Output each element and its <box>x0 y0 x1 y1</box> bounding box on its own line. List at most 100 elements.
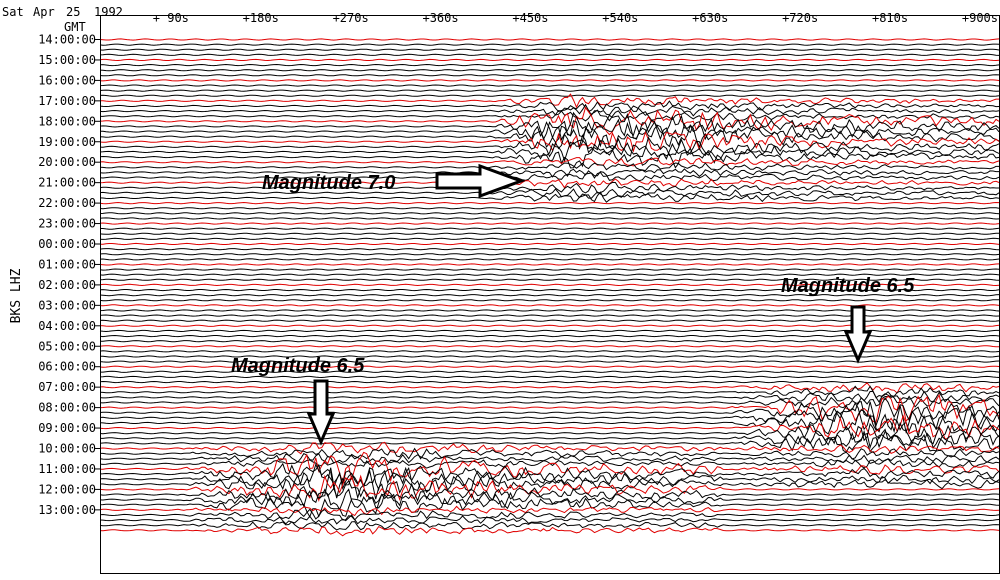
trace-line <box>99 283 1000 287</box>
hour-label: 05:00:00 <box>38 339 96 353</box>
trace-line <box>99 395 1000 409</box>
trace-line <box>99 299 1000 302</box>
x-tick-label: +270s <box>333 11 369 25</box>
x-tick-label: +720s <box>782 11 818 25</box>
arrow-down <box>306 379 336 446</box>
trace-line <box>100 93 999 109</box>
x-tick-label: +810s <box>872 11 908 25</box>
hour-label: 02:00:00 <box>38 278 96 292</box>
hour-label: 21:00:00 <box>38 176 96 190</box>
x-axis-tick-labels: + 90s +180s +270s +360s +450s +540s +630s +720s… <box>153 11 998 25</box>
x-tick-label: +540s <box>602 11 638 25</box>
hour-label: 16:00:00 <box>38 73 96 87</box>
trace-line <box>99 237 1000 240</box>
trace-line <box>99 53 1000 56</box>
trace-line <box>99 402 1000 435</box>
trace-line <box>99 130 1000 153</box>
hour-label: 08:00:00 <box>38 401 96 415</box>
trace-line <box>99 479 1000 507</box>
hour-label: 17:00:00 <box>38 94 96 108</box>
trace-line <box>99 84 1000 87</box>
trace-line <box>99 488 1000 511</box>
trace-line <box>99 278 1000 281</box>
hour-label: 00:00:00 <box>38 237 96 251</box>
trace-line <box>99 268 1000 271</box>
trace-line <box>99 493 1000 518</box>
trace-line <box>99 288 1000 292</box>
trace-line <box>99 103 1000 117</box>
hour-label: 22:00:00 <box>38 196 96 210</box>
x-tick-label: +450s <box>512 11 548 25</box>
hour-label: 13:00:00 <box>38 503 96 517</box>
trace-line <box>99 309 1000 312</box>
trace-line <box>100 109 1000 122</box>
trace-line <box>99 217 1000 220</box>
hour-label: 09:00:00 <box>38 421 96 435</box>
trace-line <box>99 294 1000 297</box>
trace-line <box>99 232 1000 235</box>
trace-line <box>99 94 1000 97</box>
event-annotation: Magnitude 6.5 <box>781 275 915 297</box>
trace-line <box>100 370 1000 373</box>
hour-label: 23:00:00 <box>38 217 96 231</box>
header-timezone: GMT <box>64 20 86 34</box>
trace-line <box>99 324 1000 327</box>
arrow-down <box>843 305 873 364</box>
hour-label: 19:00:00 <box>38 135 96 149</box>
hour-label: 20:00:00 <box>38 155 96 169</box>
trace-line <box>99 222 1000 225</box>
hour-label: 15:00:00 <box>38 53 96 67</box>
trace-line <box>99 452 1000 464</box>
trace-line <box>100 467 1000 501</box>
trace-line <box>99 345 999 348</box>
trace-line <box>99 178 1000 189</box>
trace-line <box>99 100 1000 113</box>
trace-line <box>99 43 1000 46</box>
trace-line <box>99 253 1000 256</box>
trace-line <box>99 248 1000 251</box>
trace-line <box>100 111 1000 142</box>
hour-label: 12:00:00 <box>38 482 96 496</box>
trace-line <box>99 162 999 172</box>
trace-line <box>99 48 1000 51</box>
trace-line <box>99 350 1000 353</box>
header: Sat Apr 25 1992 GMT <box>2 5 123 34</box>
y-axis-label: BKS LHZ <box>9 268 24 323</box>
trace-line <box>99 188 1000 199</box>
hour-label: 07:00:00 <box>38 380 96 394</box>
trace-line <box>99 157 1000 167</box>
trace-line <box>99 242 1000 246</box>
hour-label: 01:00:00 <box>38 257 96 271</box>
x-tick-label: +900s <box>962 11 998 25</box>
trace-line <box>99 124 1000 151</box>
x-tick-label: +360s <box>422 11 458 25</box>
header-month: Apr <box>33 5 55 19</box>
trace-line <box>99 263 1000 266</box>
header-date: 25 <box>66 5 80 19</box>
trace-line <box>99 375 1000 379</box>
hour-label: 11:00:00 <box>38 462 96 476</box>
trace-line <box>99 414 1000 440</box>
trace-line <box>99 382 1000 394</box>
trace-line <box>99 441 1000 455</box>
header-year: 1992 <box>94 5 123 19</box>
trace-line <box>99 462 1000 487</box>
event-annotation: Magnitude 7.0 <box>262 172 395 194</box>
trace-line <box>99 505 1000 517</box>
trace-line <box>99 171 1000 182</box>
trace-line <box>99 168 999 179</box>
hour-label: 18:00:00 <box>38 114 96 128</box>
hour-label: 04:00:00 <box>38 319 96 333</box>
seismic-traces <box>99 38 1000 537</box>
trace-line <box>99 191 1000 203</box>
trace-line <box>99 304 1000 307</box>
hour-label: 14:00:00 <box>38 33 96 47</box>
x-tick-label: +180s <box>243 11 279 25</box>
trace-line <box>99 201 1000 205</box>
trace-line <box>99 212 1000 215</box>
trace-line <box>99 69 1000 72</box>
trace-line <box>99 390 1000 403</box>
trace-line <box>99 79 1000 82</box>
trace-line <box>100 429 1000 450</box>
